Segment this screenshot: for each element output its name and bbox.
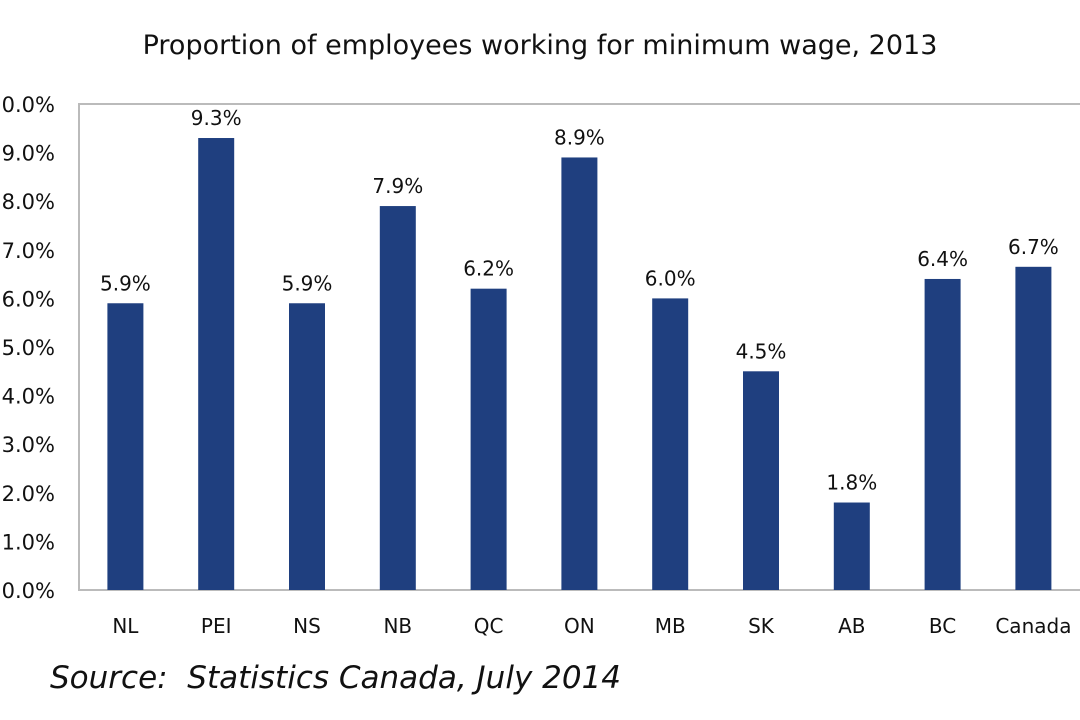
y-tick-label: 3.0% — [2, 433, 55, 457]
bar-qc — [470, 288, 507, 590]
x-tick-label: NS — [293, 614, 321, 638]
y-tick-label: 0.0% — [2, 579, 55, 603]
x-tick-label: Canada — [995, 614, 1071, 638]
x-tick-label: SK — [748, 614, 775, 638]
data-label: 6.0% — [645, 266, 696, 290]
data-label: 1.8% — [826, 471, 877, 495]
data-label: 7.9% — [372, 174, 423, 198]
data-label: 5.9% — [100, 271, 151, 295]
bar-nl — [107, 303, 144, 590]
x-tick-label: ON — [564, 614, 595, 638]
bar-ab — [833, 502, 870, 590]
bar-bc — [924, 278, 961, 590]
y-tick-label: 5.0% — [2, 336, 55, 360]
bar-nb — [379, 206, 416, 590]
x-tick-label: PEI — [201, 614, 232, 638]
data-label: 5.9% — [282, 271, 333, 295]
data-label: 9.3% — [191, 106, 242, 130]
chart-title: Proportion of employees working for mini… — [142, 30, 938, 61]
data-label: 6.2% — [463, 257, 514, 281]
data-label: 6.4% — [917, 247, 968, 271]
x-tick-label: NB — [383, 614, 412, 638]
y-tick-label: 10.0% — [0, 93, 55, 117]
y-tick-label: 4.0% — [2, 385, 55, 409]
data-label: 4.5% — [736, 339, 787, 363]
x-tick-label: BC — [929, 614, 956, 638]
y-tick-label: 2.0% — [2, 482, 55, 506]
source-note: Source: Statistics Canada, July 2014 — [50, 660, 622, 696]
y-tick-label: 6.0% — [2, 287, 55, 311]
x-tick-label: NL — [112, 614, 139, 638]
y-tick-label: 9.0% — [2, 142, 55, 166]
data-label: 8.9% — [554, 125, 605, 149]
x-tick-label: AB — [838, 614, 865, 638]
x-tick-label: MB — [655, 614, 686, 638]
bar-ns — [289, 303, 325, 590]
bar-sk — [743, 371, 779, 590]
x-tick-label: QC — [474, 614, 504, 638]
y-tick-label: 1.0% — [2, 530, 55, 554]
y-tick-label: 7.0% — [2, 239, 55, 263]
bar-pei — [198, 138, 235, 590]
bar-on — [561, 157, 598, 590]
bar-canada — [1015, 266, 1052, 590]
y-tick-label: 8.0% — [2, 190, 55, 214]
data-label: 6.7% — [1008, 235, 1059, 259]
bar-mb — [652, 298, 689, 590]
